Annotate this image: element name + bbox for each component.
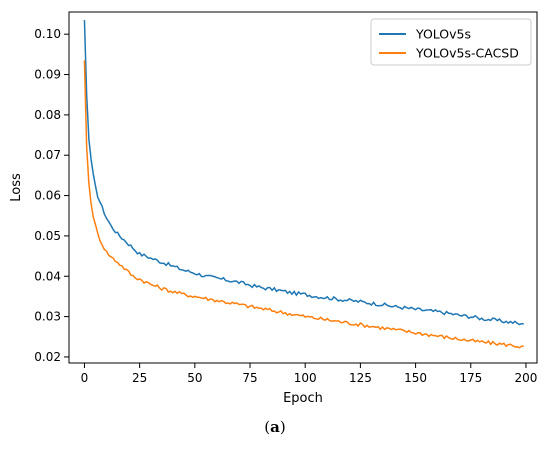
x-tick-label: 75 [242, 371, 257, 385]
legend-entry-yolov5s-cacsd: YOLOv5s-CACSD [415, 46, 519, 61]
y-axis-ticks: 0.02 0.03 0.04 0.05 0.06 0.07 0.08 0.09 0.10 [34, 27, 69, 364]
y-tick-label: 0.10 [34, 27, 61, 41]
y-tick-label: 0.06 [34, 189, 61, 203]
x-tick-label: 125 [349, 371, 372, 385]
x-tick-label: 25 [132, 371, 147, 385]
y-tick-label: 0.07 [34, 148, 61, 162]
legend-entry-yolov5s: YOLOv5s [415, 27, 471, 42]
loss-chart: 0 25 50 75 100 125 150 175 200 0.020.030.040.050… [9, 11, 538, 406]
x-tick-label: 150 [404, 371, 427, 385]
y-tick-label: 0.08 [34, 108, 61, 122]
x-tick-label: 200 [515, 371, 538, 385]
y-tick-label: 0.02 [34, 350, 61, 364]
y-axis-label: Loss [9, 173, 24, 202]
caption-close-paren: ) [279, 418, 286, 436]
series-line-yolov5s [83, 20, 524, 326]
figure-caption: (a) [0, 418, 550, 436]
plot-frame [68, 11, 538, 364]
x-tick-label: 0 [81, 371, 89, 385]
y-tick-label: 0.05 [34, 229, 61, 243]
y-tick-label: 0.09 [34, 68, 61, 82]
y-tick-label: 0.04 [34, 269, 61, 283]
y-tick-label: 0.03 [34, 310, 61, 324]
x-axis-label: Epoch [283, 391, 323, 406]
x-tick-label: 100 [294, 371, 317, 385]
plot-lines [83, 20, 524, 349]
caption-open-paren: ( [264, 418, 271, 436]
series-line-yolov5s-cacsd [83, 60, 524, 349]
x-tick-label: 175 [459, 371, 482, 385]
legend-box [370, 18, 532, 66]
x-tick-label: 50 [187, 371, 202, 385]
x-axis-ticks: 0 25 50 75 100 125 150 175 200 [81, 363, 538, 385]
legend: YOLOv5s YOLOv5s-CACSD [370, 18, 532, 66]
caption-letter: a [270, 418, 280, 436]
